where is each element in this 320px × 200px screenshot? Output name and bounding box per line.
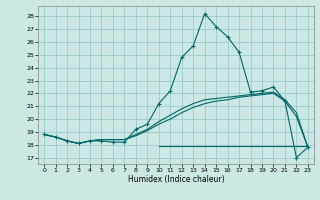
X-axis label: Humidex (Indice chaleur): Humidex (Indice chaleur) — [128, 175, 224, 184]
